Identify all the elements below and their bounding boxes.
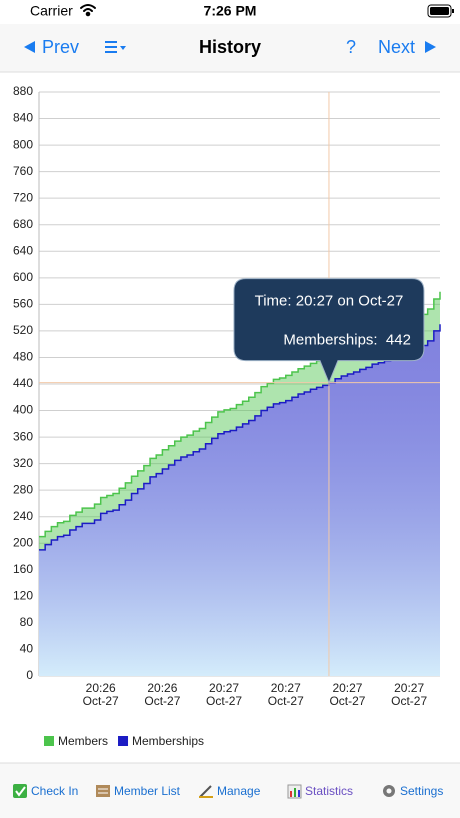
check-icon[interactable]	[13, 784, 27, 798]
menu-button[interactable]	[105, 41, 126, 53]
y-tick-label: 760	[13, 164, 33, 178]
y-tick-label: 160	[13, 562, 33, 576]
prev-button[interactable]: Prev	[42, 37, 79, 57]
y-tick-label: 0	[26, 668, 33, 682]
area	[39, 324, 440, 676]
legend-label: Memberships	[132, 734, 204, 748]
tab-item[interactable]: Manage	[217, 784, 261, 798]
y-tick-label: 720	[13, 190, 33, 204]
x-tick-label: 20:26 Oct-27	[82, 681, 119, 708]
y-tick-label: 200	[13, 535, 33, 549]
x-tick-label: 20:26 Oct-27	[144, 681, 181, 708]
y-tick-label: 800	[13, 137, 33, 151]
tab-item[interactable]: Member List	[114, 784, 181, 798]
y-tick-label: 480	[13, 350, 33, 364]
manage-icon[interactable]	[199, 785, 213, 798]
y-tick-label: 280	[13, 482, 33, 496]
nav-bar	[0, 24, 460, 72]
tab-item[interactable]: Check In	[31, 784, 78, 798]
tab-item[interactable]: Settings	[400, 784, 443, 798]
next-button[interactable]: Next	[378, 37, 415, 57]
battery-icon	[427, 4, 454, 18]
y-tick-label: 40	[20, 642, 34, 656]
clock: 7:26 PM	[204, 3, 257, 19]
y-tick-label: 440	[13, 376, 33, 390]
y-tick-label: 600	[13, 270, 33, 284]
y-tick-label: 560	[13, 297, 33, 311]
y-tick-label: 840	[13, 111, 33, 125]
tooltip: Time: 20:27 on Oct-27 Memberships: 442	[233, 278, 425, 384]
y-tick-label: 520	[13, 323, 33, 337]
y-tick-label: 240	[13, 509, 33, 523]
y-tick-label: 120	[13, 589, 33, 603]
tooltip-text: Time: 20:27 on Oct-27	[255, 293, 404, 310]
help-button[interactable]: ?	[346, 37, 356, 57]
next-arrow[interactable]	[425, 41, 436, 53]
nav-title: History	[199, 37, 261, 57]
prev-arrow[interactable]	[24, 41, 35, 53]
line	[39, 324, 441, 551]
y-tick-label: 360	[13, 429, 33, 443]
y-tick-label: 80	[20, 615, 34, 629]
plot: 0 40 80 120 160 200 240 280 320 360 400 440 480 520 56…	[13, 84, 441, 748]
legend-swatch	[118, 736, 129, 746]
x-tick-label: 20:27 Oct-27	[206, 681, 243, 708]
list-icon[interactable]	[96, 785, 110, 797]
tab-item[interactable]: Statistics	[305, 784, 353, 798]
carrier: Carrier	[30, 3, 73, 19]
x-tick-label: 20:27 Oct-27	[329, 681, 366, 708]
legend-label: Members	[58, 734, 108, 748]
y-tick-label: 400	[13, 403, 33, 417]
x-tick-label: 20:27 Oct-27	[391, 681, 428, 708]
legend-swatch	[44, 736, 54, 746]
settings-icon[interactable]	[383, 785, 395, 797]
stats-icon[interactable]	[287, 784, 302, 799]
wifi-icon	[80, 4, 96, 17]
x-tick-label: 20:27 Oct-27	[267, 681, 304, 708]
tooltip-box	[233, 278, 425, 384]
y-tick-label: 640	[13, 243, 33, 257]
y-tick-label: 320	[13, 456, 33, 470]
y-tick-label: 880	[13, 84, 33, 98]
tooltip-text: Memberships: 442	[283, 332, 411, 349]
y-tick-label: 680	[13, 217, 33, 231]
